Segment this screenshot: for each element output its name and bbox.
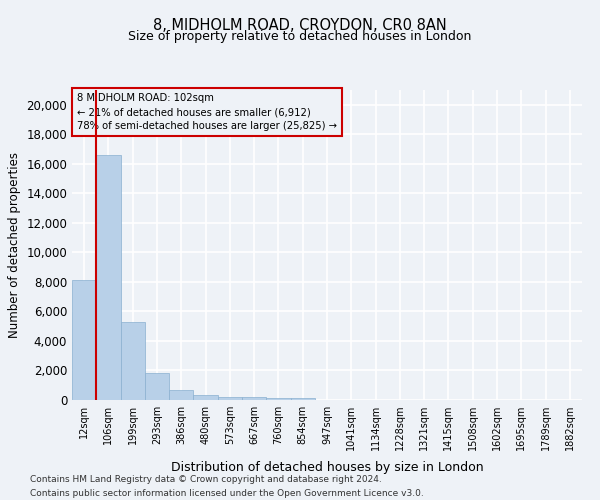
Text: Contains HM Land Registry data © Crown copyright and database right 2024.
Contai: Contains HM Land Registry data © Crown c… xyxy=(30,476,424,498)
Bar xyxy=(266,398,290,400)
X-axis label: Distribution of detached houses by size in London: Distribution of detached houses by size … xyxy=(170,462,484,474)
Bar xyxy=(121,322,145,400)
Bar xyxy=(145,372,169,400)
Bar xyxy=(242,398,266,400)
Bar xyxy=(218,397,242,400)
Bar xyxy=(72,280,96,400)
Bar xyxy=(96,155,121,400)
Bar xyxy=(193,395,218,400)
Bar xyxy=(169,390,193,400)
Text: 8, MIDHOLM ROAD, CROYDON, CR0 8AN: 8, MIDHOLM ROAD, CROYDON, CR0 8AN xyxy=(153,18,447,32)
Text: 8 MIDHOLM ROAD: 102sqm
← 21% of detached houses are smaller (6,912)
78% of semi-: 8 MIDHOLM ROAD: 102sqm ← 21% of detached… xyxy=(77,93,337,131)
Bar xyxy=(290,398,315,400)
Y-axis label: Number of detached properties: Number of detached properties xyxy=(8,152,21,338)
Text: Size of property relative to detached houses in London: Size of property relative to detached ho… xyxy=(128,30,472,43)
